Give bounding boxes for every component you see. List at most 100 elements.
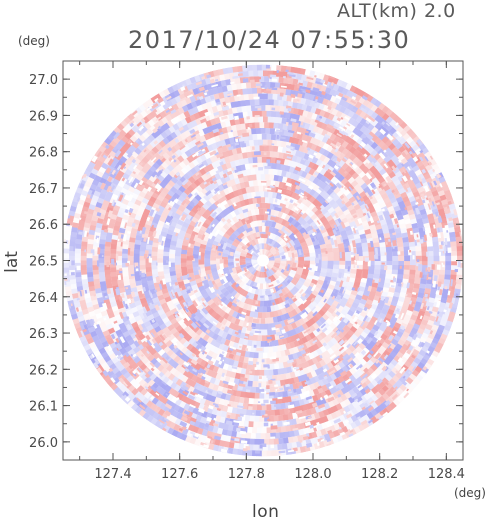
radar-cell — [178, 185, 187, 193]
radar-cell — [204, 218, 212, 226]
radar-cell — [297, 263, 304, 269]
radar-cell — [128, 277, 136, 284]
radar-cell — [182, 172, 191, 181]
radar-cell — [354, 277, 362, 284]
radar-cell — [345, 136, 353, 144]
radar-cell — [174, 264, 182, 270]
radar-cell — [167, 358, 176, 366]
radar-cell — [242, 111, 249, 118]
radar-cell — [289, 225, 297, 233]
radar-cell — [330, 359, 338, 367]
radar-cell — [268, 191, 274, 198]
radar-cell — [265, 249, 270, 256]
radar-cell — [410, 218, 418, 225]
radar-cell — [319, 298, 327, 306]
radar-cell — [191, 206, 199, 214]
radar-cell — [233, 260, 240, 264]
radar-cell — [298, 256, 305, 261]
radar-cell — [298, 226, 306, 234]
radar-cell — [366, 367, 375, 376]
radar-cell — [166, 164, 175, 172]
radar-cell — [284, 342, 292, 350]
radar-cell — [205, 269, 212, 275]
radar-cell — [133, 248, 141, 254]
radar-cell — [368, 255, 375, 261]
radar-cell — [289, 341, 296, 349]
radar-cell — [225, 292, 233, 300]
radar-cell — [293, 293, 301, 301]
radar-cell — [392, 260, 399, 266]
radar-cell — [396, 237, 403, 244]
radar-cell — [191, 158, 200, 167]
radar-cell — [348, 359, 357, 368]
radar-cell — [249, 233, 255, 241]
radar-cell — [260, 128, 266, 134]
radar-cell — [253, 116, 259, 123]
radar-cell — [315, 294, 323, 302]
radar-cell — [370, 228, 378, 235]
x-axis-label: lon — [252, 502, 280, 522]
radar-cell — [164, 157, 173, 166]
radar-cell — [401, 232, 409, 239]
radar-cell — [230, 289, 238, 297]
radar-cell — [186, 264, 193, 270]
radar-cell — [352, 191, 361, 200]
radar-cell — [228, 247, 236, 253]
radar-cell — [374, 264, 381, 271]
radar-cell — [284, 220, 291, 228]
radar-cell — [284, 112, 292, 119]
radar-cell — [130, 170, 138, 179]
radar-cell — [384, 237, 392, 244]
radar-cell — [237, 111, 244, 119]
radar-cell — [244, 163, 251, 170]
radar-cell — [340, 177, 349, 186]
radar-cell — [198, 260, 205, 265]
radar-cell — [122, 243, 129, 250]
radar-cell — [204, 342, 212, 350]
radar-cell — [342, 305, 351, 313]
radar-cell — [125, 289, 133, 296]
radar-cell — [122, 271, 129, 277]
radar-cell — [330, 183, 338, 192]
radar-cell — [298, 318, 306, 326]
radar-cell — [269, 363, 275, 370]
radar-cell — [290, 266, 298, 272]
radar-cell — [276, 269, 283, 276]
radar-cell — [263, 243, 268, 250]
radar-cell — [189, 190, 197, 199]
radar-cell — [139, 264, 146, 270]
radar-cell — [356, 187, 365, 195]
radar-cell — [265, 404, 272, 411]
radar-speckle — [457, 261, 461, 268]
radar-cell — [238, 281, 245, 288]
radar-cell — [268, 260, 275, 263]
radar-cell — [247, 316, 254, 323]
radar-cell — [261, 271, 265, 278]
radar-cell — [209, 301, 217, 309]
radar-cell — [327, 307, 335, 315]
radar-cell — [226, 212, 234, 220]
radar-cell — [342, 324, 351, 333]
radar-cell — [282, 271, 290, 277]
radar-cell — [317, 279, 325, 286]
radar-cell — [255, 271, 261, 278]
radar-cell — [337, 167, 346, 175]
radar-cell — [254, 226, 260, 233]
radar-cell — [280, 344, 287, 351]
radar-cell — [251, 268, 257, 275]
radar-cell — [110, 252, 117, 259]
radar-cell — [252, 398, 259, 405]
radar-cell — [277, 303, 284, 310]
radar-cell — [279, 232, 287, 239]
radar-cell — [262, 248, 265, 255]
radar-speckle — [266, 159, 271, 164]
radar-cell — [169, 367, 178, 375]
radar-cell — [146, 353, 155, 362]
radar-cell — [323, 177, 331, 186]
radar-cell — [233, 354, 241, 362]
radar-cell — [367, 269, 375, 275]
radar-cell — [297, 216, 305, 224]
radar-cell — [242, 152, 248, 159]
radar-cell — [301, 184, 309, 192]
radar-cell — [208, 182, 216, 191]
